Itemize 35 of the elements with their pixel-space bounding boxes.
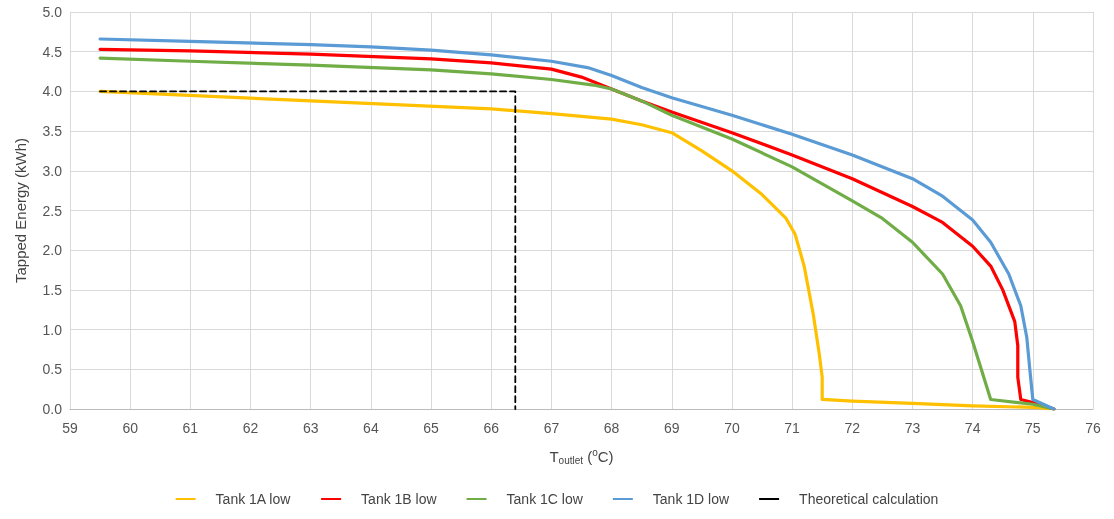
y-tick-label: 4.0 bbox=[42, 83, 63, 100]
x-tick-label: 60 bbox=[122, 420, 139, 436]
x-tick-label: 76 bbox=[1085, 420, 1101, 436]
x-tick-label: 65 bbox=[423, 420, 440, 436]
x-tick-label: 59 bbox=[62, 420, 78, 436]
y-tick-label: 3.0 bbox=[42, 162, 63, 179]
y-tick-label: 0.0 bbox=[42, 401, 63, 417]
y-tick-label: 2.5 bbox=[42, 202, 63, 219]
x-tick-label: 62 bbox=[242, 420, 259, 436]
x-tick-label: 63 bbox=[302, 420, 319, 436]
y-tick-label: 1.0 bbox=[42, 321, 63, 338]
y-tick-label: 0.5 bbox=[42, 361, 63, 378]
x-tick-label: 68 bbox=[603, 420, 620, 436]
x-tick-label: 69 bbox=[663, 420, 680, 436]
legend-label: Tank 1A low bbox=[215, 491, 292, 507]
x-tick-label: 74 bbox=[964, 420, 981, 436]
y-tick-label: 2.0 bbox=[42, 242, 63, 259]
y-tick-label: 1.5 bbox=[42, 281, 63, 298]
y-axis-title: Tapped Energy (kWh) bbox=[12, 137, 29, 284]
x-tick-label: 75 bbox=[1025, 420, 1041, 436]
x-tick-label: 67 bbox=[543, 420, 560, 436]
legend-label: Tank 1D low bbox=[652, 491, 730, 507]
legend-label: Theoretical calculation bbox=[799, 491, 939, 507]
x-tick-label: 73 bbox=[904, 420, 921, 436]
x-tick-label: 66 bbox=[483, 420, 500, 436]
x-tick-label: 70 bbox=[724, 420, 740, 436]
y-tick-label: 5.0 bbox=[42, 4, 63, 20]
x-tick-label: 72 bbox=[844, 420, 861, 436]
x-tick-label: 61 bbox=[182, 420, 199, 436]
legend-label: Tank 1B low bbox=[361, 491, 438, 507]
y-tick-label: 4.5 bbox=[42, 43, 63, 60]
x-tick-label: 71 bbox=[784, 420, 801, 436]
x-tick-label: 64 bbox=[363, 420, 379, 436]
legend-label: Tank 1C low bbox=[506, 491, 584, 507]
y-tick-label: 3.5 bbox=[42, 123, 63, 140]
